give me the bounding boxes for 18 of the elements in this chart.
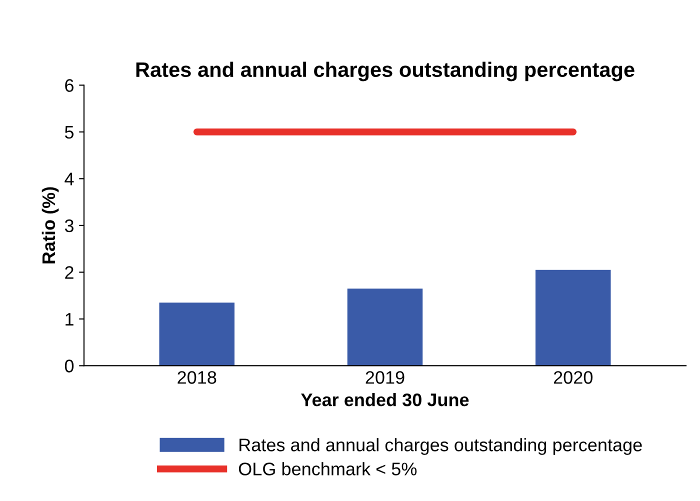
y-tick-label: 2: [65, 266, 74, 279]
y-tick-label: 0: [64, 360, 74, 372]
x-axis-title: Year ended 30 June: [301, 392, 469, 406]
chart-title: Rates and annual charges outstanding percentage: [136, 62, 634, 82]
legend-label: Rates and annual charges outstanding percentage: [240, 438, 642, 455]
y-tick-label: 1: [66, 313, 74, 326]
y-tick-label: 3: [64, 219, 74, 232]
legend-label: OLG benchmark < 5%: [238, 462, 417, 476]
bar: [159, 302, 234, 366]
x-tick-label: 2020: [554, 371, 593, 384]
y-tick-label: 4: [64, 172, 74, 186]
y-tick-label: 5: [64, 126, 74, 139]
y-axis-title: Ratio (%): [42, 187, 59, 264]
bar: [536, 270, 611, 366]
x-tick-label: 2018: [178, 371, 216, 384]
x-tick-label: 2019: [366, 371, 404, 384]
y-tick-label: 6: [65, 79, 74, 92]
bar: [347, 288, 423, 366]
